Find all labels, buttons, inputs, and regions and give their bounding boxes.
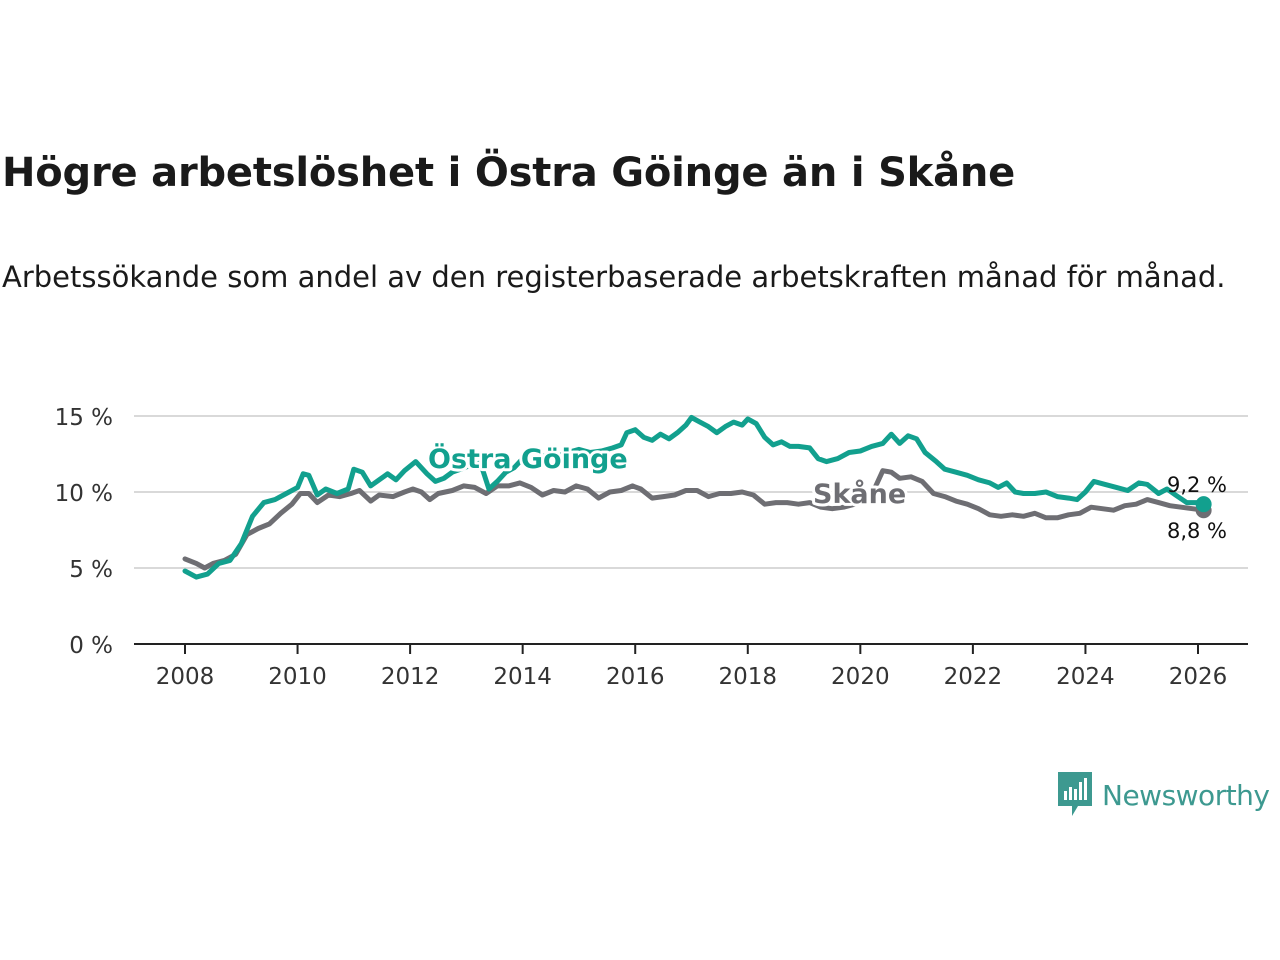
x-tick-label: 2012 bbox=[381, 664, 440, 690]
y-tick-label: 5 % bbox=[69, 557, 113, 583]
series-label-skane: Skåne bbox=[813, 478, 906, 510]
x-tick-label: 2008 bbox=[156, 664, 215, 690]
chart-title: Högre arbetslöshet i Östra Göinge än i S… bbox=[2, 150, 1016, 196]
series-lines bbox=[182, 415, 1212, 580]
end-value-label: 8,8 % bbox=[1167, 519, 1227, 543]
x-tick-label: 2026 bbox=[1169, 664, 1228, 690]
series-line-ostra-goinge bbox=[182, 415, 1207, 580]
x-axis-ticks: 2008 2010 2012 2014 2016 2018 2020 2022 2024 2026 bbox=[156, 644, 1228, 690]
y-tick-label: 15 % bbox=[55, 405, 113, 431]
end-value-label: 9,2 % bbox=[1167, 473, 1227, 497]
brand-logo: Newsworthy bbox=[1058, 772, 1270, 818]
y-tick-label: 10 % bbox=[55, 481, 113, 507]
series-label-ostra-goinge: Östra Göinge bbox=[428, 442, 628, 475]
chart-subtitle: Arbetssökande som andel av den registerb… bbox=[2, 260, 1226, 294]
x-tick-label: 2020 bbox=[831, 664, 890, 690]
series-line-skane bbox=[182, 468, 1207, 571]
x-tick-label: 2018 bbox=[719, 664, 778, 690]
brand-name: Newsworthy bbox=[1102, 778, 1270, 812]
x-tick-label: 2016 bbox=[606, 664, 665, 690]
x-tick-label: 2014 bbox=[493, 664, 552, 690]
x-tick-label: 2010 bbox=[268, 664, 327, 690]
series-labels: 9,2 % 8,8 % Östra Göinge Skåne bbox=[425, 439, 1227, 543]
y-tick-label: 0 % bbox=[69, 633, 113, 659]
end-point-ostra-goinge bbox=[1195, 496, 1212, 513]
x-tick-label: 2022 bbox=[944, 664, 1003, 690]
x-tick-label: 2024 bbox=[1056, 664, 1115, 690]
y-axis-tick-labels: 0 % 5 % 10 % 15 % bbox=[55, 405, 113, 659]
bar-chart-speech-bubble-icon bbox=[1058, 772, 1092, 816]
